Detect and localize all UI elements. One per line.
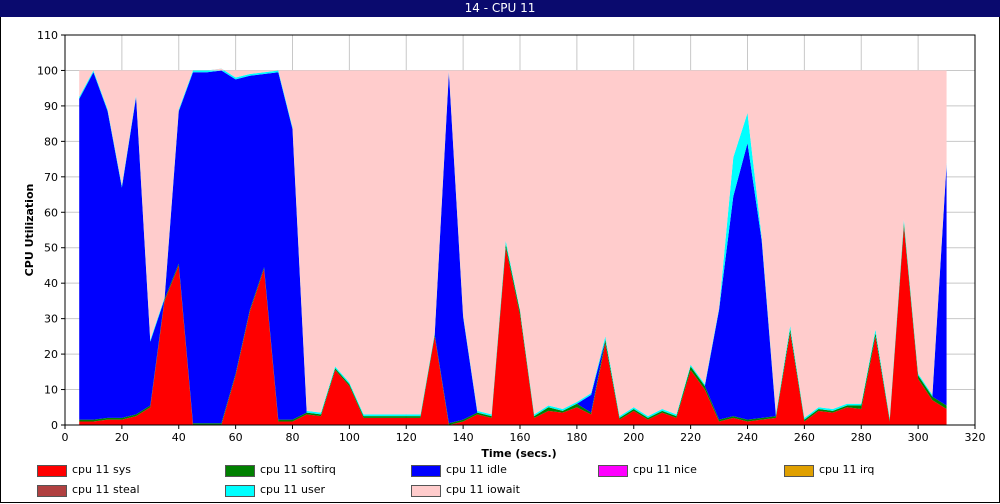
x-tick-label: 120 [396, 431, 417, 444]
y-tick-label: 20 [44, 348, 58, 361]
legend-label: cpu 11 iowait [446, 483, 520, 496]
legend-swatch [37, 465, 67, 477]
x-tick-label: 140 [453, 431, 474, 444]
legend-swatch [411, 485, 441, 497]
x-tick-label: 200 [623, 431, 644, 444]
x-tick-label: 20 [115, 431, 129, 444]
y-tick-label: 50 [44, 242, 58, 255]
x-tick-label: 260 [794, 431, 815, 444]
x-tick-label: 240 [737, 431, 758, 444]
chart-legend: cpu 11 sys cpu 11 softirq cpu 11 idle cpu 1… [0, 462, 1000, 502]
legend-swatch [411, 465, 441, 477]
x-tick-label: 160 [510, 431, 531, 444]
y-tick-label: 30 [44, 313, 58, 326]
x-axis-label: Time (secs.) [481, 447, 556, 460]
y-tick-label: 0 [51, 419, 58, 432]
y-tick-label: 110 [37, 29, 58, 42]
y-tick-label: 10 [44, 384, 58, 397]
y-axis-label: CPU Utilization [23, 184, 36, 277]
x-tick-label: 320 [965, 431, 986, 444]
x-tick-label: 0 [62, 431, 69, 444]
x-tick-label: 220 [680, 431, 701, 444]
x-tick-label: 280 [851, 431, 872, 444]
stacked-areas [79, 68, 947, 425]
legend-swatch [225, 485, 255, 497]
y-tick-label: 90 [44, 100, 58, 113]
y-tick-label: 40 [44, 277, 58, 290]
legend-label: cpu 11 user [260, 483, 325, 496]
y-tick-label: 70 [44, 171, 58, 184]
chart-title: 14 - CPU 11 [0, 0, 1000, 17]
x-tick-label: 80 [286, 431, 300, 444]
area-cpu-11-idle [79, 70, 947, 424]
legend-swatch [784, 465, 814, 477]
legend-label: cpu 11 softirq [260, 463, 336, 476]
x-tick-label: 40 [172, 431, 186, 444]
y-tick-label: 100 [37, 64, 58, 77]
x-tick-label: 60 [229, 431, 243, 444]
legend-label: cpu 11 irq [819, 463, 875, 476]
y-tick-label: 80 [44, 135, 58, 148]
y-tick-label: 60 [44, 206, 58, 219]
legend-label: cpu 11 idle [446, 463, 507, 476]
x-tick-label: 300 [908, 431, 929, 444]
legend-swatch [225, 465, 255, 477]
x-tick-label: 100 [339, 431, 360, 444]
legend-label: cpu 11 steal [72, 483, 140, 496]
x-tick-label: 180 [566, 431, 587, 444]
legend-label: cpu 11 sys [72, 463, 131, 476]
legend-label: cpu 11 nice [633, 463, 697, 476]
legend-swatch [598, 465, 628, 477]
axes: 0 20 40 60 80 100 120 140 160 180 200 220 240 260 280 3… [37, 29, 986, 444]
legend-swatch [37, 485, 67, 497]
area-cpu-11-iowait [79, 68, 947, 418]
area-cpu-11-sys [79, 226, 947, 425]
